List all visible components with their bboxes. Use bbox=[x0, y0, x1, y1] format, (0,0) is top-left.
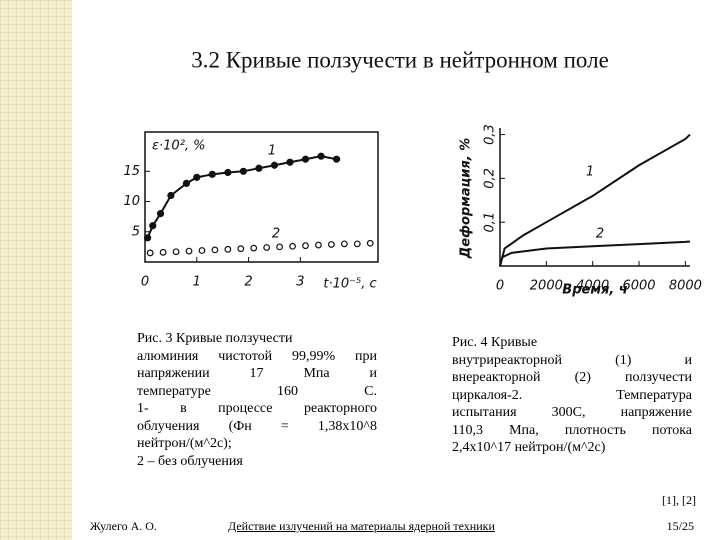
point bbox=[185, 247, 193, 255]
y-tick-label: 0,1 bbox=[483, 212, 498, 233]
point bbox=[289, 242, 296, 250]
curve-label: 2 bbox=[272, 227, 280, 242]
point bbox=[315, 241, 322, 249]
caption-line: внереакторной (2) ползучести bbox=[452, 370, 692, 385]
point bbox=[301, 155, 310, 163]
slide-title: 3.2 Кривые ползучести в нейтронном поле bbox=[191, 47, 609, 72]
x-tick-label: 2000 bbox=[530, 279, 563, 294]
point bbox=[328, 241, 335, 248]
point bbox=[366, 239, 374, 247]
x-axis-label: t·10⁻⁵, с bbox=[323, 277, 376, 292]
point bbox=[172, 248, 180, 256]
x-tick-label: 3 bbox=[296, 275, 304, 290]
point bbox=[143, 234, 152, 242]
point bbox=[332, 155, 341, 163]
point bbox=[239, 167, 247, 175]
caption-line: алюминия чистотой 99,99% при bbox=[137, 348, 377, 364]
x-tick-label: 2 bbox=[244, 275, 252, 290]
y-tick-label: 10 bbox=[123, 194, 140, 209]
point bbox=[224, 168, 232, 177]
x-axis-label: Время, ч bbox=[562, 283, 627, 298]
x-tick-label: 6000 bbox=[622, 279, 655, 294]
x-tick-label: 8000 bbox=[669, 279, 702, 294]
caption-line: 2 – без облучения bbox=[137, 453, 243, 469]
point bbox=[159, 248, 167, 256]
curve bbox=[499, 240, 691, 267]
caption-line: Рис. 4 Кривые bbox=[452, 335, 538, 350]
caption-line: циркалоя-2. Температура bbox=[452, 387, 692, 403]
curve-label: 1 bbox=[586, 165, 594, 180]
caption: Рис. 3 Кривые ползучести алюминия чистото… bbox=[137, 330, 377, 470]
caption-line: Рис. 3 Кривые ползучести bbox=[137, 331, 293, 346]
point bbox=[211, 246, 219, 254]
y-tick-label: 15 bbox=[123, 164, 140, 179]
point bbox=[276, 243, 284, 251]
point bbox=[250, 244, 258, 252]
x-tick-label: 1 bbox=[193, 275, 201, 290]
point bbox=[270, 161, 279, 169]
point bbox=[167, 191, 175, 200]
point bbox=[193, 173, 201, 181]
author: Жулего А. О. bbox=[90, 519, 157, 533]
point bbox=[286, 158, 294, 166]
point bbox=[198, 247, 206, 254]
x-tick-label: 4000 bbox=[576, 279, 609, 294]
x-tick-label: 0 bbox=[141, 275, 149, 290]
point bbox=[182, 179, 191, 187]
point bbox=[255, 164, 263, 172]
point bbox=[317, 152, 325, 160]
curve bbox=[499, 133, 691, 267]
point bbox=[340, 240, 348, 248]
caption-line: облучения (Фн = 1,38х10^8 bbox=[137, 418, 377, 434]
point bbox=[208, 170, 216, 178]
caption-line: внутриреакторной (1) и bbox=[452, 352, 692, 368]
y-tick-label: 0,3 bbox=[483, 124, 498, 145]
caption-line: испытания 300С, напряжение bbox=[452, 405, 692, 420]
course[interactable]: Действие излучений на материалы ядерной … bbox=[228, 519, 495, 533]
caption-line: 2,4х10^17 нейтрон/(м^2с) bbox=[452, 440, 606, 455]
caption-line: 110,3 Мпа, плотность потока bbox=[452, 422, 692, 438]
page-number: 15/25 bbox=[666, 519, 694, 533]
caption-line: 1- в процессе реакторного bbox=[137, 401, 377, 416]
point bbox=[156, 210, 165, 218]
curve-label: 1 bbox=[268, 144, 276, 159]
point bbox=[302, 242, 309, 250]
y-axis-label: Деформация, % bbox=[459, 138, 474, 260]
point bbox=[353, 240, 361, 248]
decor-strip bbox=[0, 0, 72, 540]
caption: Рис. 4 Кривые внутриреакторной (1) и внере… bbox=[452, 334, 692, 457]
point bbox=[149, 222, 157, 230]
plot-frame bbox=[144, 131, 379, 263]
curve-label: 2 bbox=[596, 227, 604, 242]
point bbox=[224, 245, 232, 253]
point bbox=[146, 249, 154, 257]
y-tick-label: 5 bbox=[132, 224, 140, 239]
y-tick-label: 0,2 bbox=[483, 168, 498, 189]
references: [1], [2] bbox=[662, 493, 696, 507]
caption-line: нейтрон/(м^2с); bbox=[137, 436, 232, 451]
x-tick-label: 0 bbox=[496, 279, 504, 294]
point bbox=[237, 245, 245, 253]
caption-line: напряжении 17 Мпа и bbox=[137, 366, 377, 381]
y-axis-label: ε·10², % bbox=[152, 139, 206, 154]
point bbox=[263, 244, 271, 251]
caption-line: температуре 160 С. bbox=[137, 383, 377, 399]
